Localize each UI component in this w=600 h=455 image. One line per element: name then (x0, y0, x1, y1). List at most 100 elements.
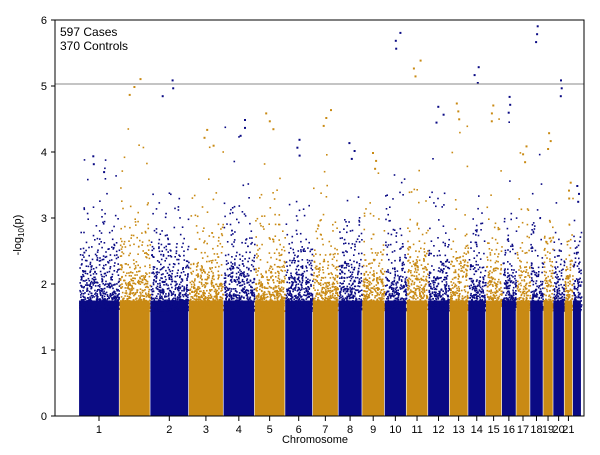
snp-point (87, 178, 89, 181)
snp-point (339, 269, 342, 271)
snp-point (221, 297, 224, 300)
snp-point (209, 294, 212, 297)
snp-point (335, 274, 337, 277)
snp-point (249, 222, 251, 225)
snp-point (332, 253, 335, 256)
snp-point (390, 302, 393, 305)
snp-point (358, 263, 361, 265)
snp-point (395, 284, 398, 286)
snp-point (394, 275, 397, 277)
snp-point (269, 310, 272, 312)
snp-point (274, 272, 277, 274)
snp-point (365, 265, 368, 267)
snp-point (189, 293, 191, 295)
snp-point (243, 274, 245, 276)
snp-point (392, 301, 395, 303)
snp-point (104, 178, 107, 180)
snp-point (167, 251, 169, 253)
snp-point (108, 309, 111, 312)
snp-point (199, 277, 202, 279)
snp-point (246, 273, 249, 275)
snp-point (339, 237, 342, 240)
snp-point (189, 304, 192, 307)
snp-point (186, 306, 189, 308)
snp-point (293, 261, 296, 264)
snp-point (86, 284, 89, 286)
snp-point (306, 309, 309, 312)
snp-point (268, 279, 271, 281)
snp-point (358, 305, 360, 307)
snp-point (217, 305, 220, 308)
snp-point (418, 278, 420, 281)
snp-point (122, 207, 124, 210)
snp-point (365, 308, 367, 310)
snp-point (240, 284, 242, 287)
snp-point (148, 257, 151, 260)
snp-point (81, 276, 83, 278)
snp-point (153, 301, 155, 303)
snp-point (102, 288, 104, 290)
snp-point (168, 304, 171, 307)
snp-point (109, 305, 111, 308)
snp-point (96, 237, 99, 240)
snp-point (255, 301, 258, 304)
snp-point (290, 272, 292, 275)
snp-point (279, 288, 282, 290)
snp-point (386, 277, 388, 280)
snp-point (322, 297, 325, 300)
snp-point (116, 283, 118, 285)
snp-point (204, 282, 207, 284)
snp-point (263, 307, 265, 309)
snp-point (298, 273, 301, 276)
snp-point (325, 284, 328, 286)
snp-point (172, 310, 174, 312)
snp-point (250, 309, 252, 312)
snp-point (403, 300, 406, 302)
snp-point (402, 276, 404, 278)
snp-point (408, 301, 410, 303)
snp-point (124, 246, 127, 248)
snp-point (343, 262, 346, 264)
snp-point (179, 217, 181, 219)
snp-point (128, 272, 130, 274)
snp-point (147, 295, 150, 297)
snp-point (256, 305, 258, 307)
snp-point (89, 263, 92, 265)
snp-point (110, 278, 112, 281)
snp-point (119, 278, 122, 280)
snp-point (260, 305, 262, 307)
snp-point (407, 289, 409, 291)
snp-point (297, 308, 300, 311)
snp-point (397, 291, 399, 294)
snp-point (147, 254, 150, 256)
snp-point (159, 300, 161, 302)
snp-point (257, 255, 259, 257)
snp-point (185, 310, 188, 312)
snp-point (179, 287, 181, 290)
snp-point (89, 298, 92, 300)
snp-point (391, 292, 394, 295)
snp-point (286, 298, 289, 301)
snp-point (156, 297, 158, 300)
snp-point (357, 282, 360, 284)
snp-point (162, 281, 164, 284)
snp-point (260, 273, 262, 275)
snp-point (354, 291, 356, 294)
snp-point (409, 262, 411, 264)
snp-point (256, 274, 259, 276)
snp-point (289, 307, 292, 310)
snp-point (403, 305, 405, 308)
snp-point (382, 297, 385, 300)
snp-point (364, 297, 367, 300)
snp-point (317, 268, 319, 270)
snp-point (97, 295, 99, 298)
snp-point (139, 296, 141, 299)
snp-point (231, 243, 233, 246)
snp-point (317, 282, 320, 284)
snp-point (111, 246, 113, 248)
snp-point (337, 265, 340, 268)
snp-point (343, 228, 345, 230)
snp-point (405, 309, 408, 311)
snp-point (327, 267, 329, 270)
snp-point (382, 285, 384, 287)
